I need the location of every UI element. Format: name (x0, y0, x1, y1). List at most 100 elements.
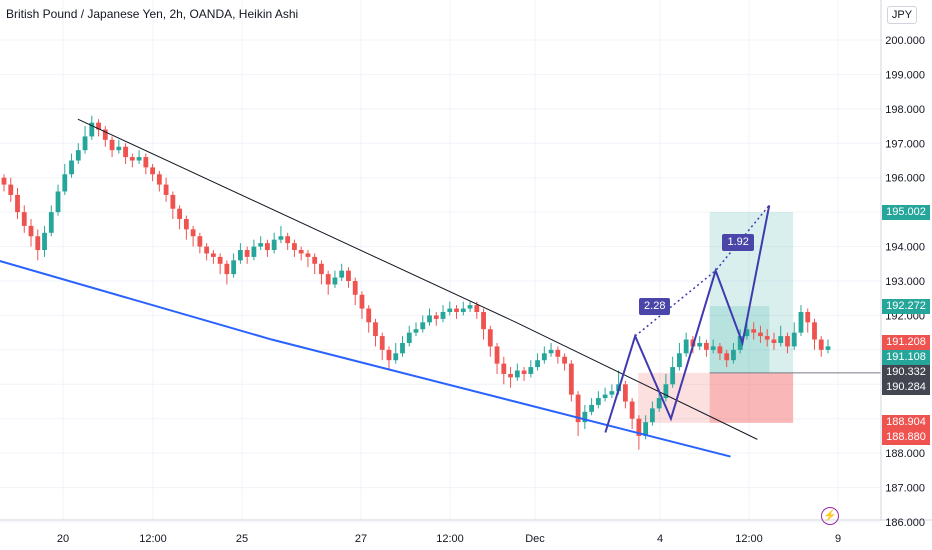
candle-body (55, 191, 61, 213)
candle-body (156, 174, 162, 185)
price-tick-label: 186.000 (885, 517, 925, 529)
candle-body (751, 329, 757, 333)
candle-body (710, 346, 716, 350)
price-tick-label: 199.000 (885, 69, 925, 81)
candle-body (758, 332, 763, 337)
candle-body (237, 250, 243, 261)
candle-body (298, 250, 304, 254)
candle-body (704, 342, 709, 350)
candle-body (170, 194, 176, 209)
candle-body (677, 353, 682, 368)
candle-body (129, 157, 135, 161)
candle-body (467, 305, 473, 309)
candle-body (346, 270, 351, 281)
time-tick-label: Dec (525, 533, 545, 545)
currency-button[interactable]: JPY (887, 6, 917, 24)
candle-body (487, 329, 493, 347)
candle-body (582, 411, 588, 423)
candle-body (555, 349, 561, 357)
candle-body (109, 139, 115, 151)
candle-body (251, 246, 257, 257)
candle-body (656, 398, 662, 409)
price-axis-tag: 190.284 (882, 380, 930, 396)
lightning-icon[interactable]: ⚡ (821, 507, 839, 525)
candle-body (89, 122, 95, 137)
candle-body (359, 294, 365, 309)
candle-body (737, 336, 743, 350)
price-axis-tag: 188.880 (882, 429, 930, 445)
candle-body (82, 136, 88, 151)
price-axis-tag: 192.272 (882, 298, 930, 314)
lower-channel-line (0, 260, 731, 458)
candle-body (292, 243, 297, 251)
candle-body (75, 150, 81, 161)
candle-body (602, 394, 608, 399)
stop-loss-zone-active (709, 372, 794, 423)
candle-body (42, 232, 47, 251)
candle-body (433, 315, 439, 319)
candle-body (420, 322, 426, 330)
candle-body (548, 349, 554, 354)
candle-body (825, 346, 831, 350)
candle-body (373, 322, 378, 337)
candle-body (427, 315, 432, 323)
candle-body (670, 367, 676, 385)
candle-body (325, 274, 331, 285)
candle-body (575, 394, 581, 423)
candle-body (278, 236, 284, 240)
candle-body (332, 277, 338, 285)
candle-body (183, 219, 189, 230)
candle-body (48, 212, 54, 233)
candle-body (744, 329, 750, 337)
candle-body (136, 157, 142, 161)
candle-body (521, 370, 527, 374)
candle-body (785, 336, 790, 347)
candle-body (197, 236, 203, 247)
candle-body (15, 194, 20, 213)
candle-body (8, 184, 14, 195)
candle-body (683, 339, 689, 354)
time-tick-label: 12:00 (139, 533, 167, 545)
candle-body (102, 129, 108, 140)
candlesticks (1, 115, 831, 450)
candle-body (494, 346, 500, 364)
candle-body (224, 263, 230, 275)
candle-body (609, 391, 615, 395)
candle-body (339, 270, 345, 278)
price-tick-label: 200.000 (885, 35, 925, 47)
time-axis[interactable]: 20 12:00 25 27 12:00 Dec 4 12:00 9 (57, 533, 841, 545)
candle-body (150, 167, 155, 175)
price-axis-tag: 191.108 (882, 350, 930, 366)
candle-body (731, 349, 736, 361)
candle-body (595, 398, 601, 405)
price-tick-label: 198.000 (885, 104, 925, 116)
candle-body (663, 384, 669, 399)
candle-body (528, 367, 534, 374)
candle-body (143, 157, 149, 168)
candle-body (636, 418, 642, 436)
price-tick-label: 193.000 (885, 276, 925, 288)
time-tick-label: 25 (236, 533, 248, 545)
candle-body (535, 360, 540, 368)
candle-body (28, 225, 34, 237)
candle-body (21, 212, 27, 226)
candle-body (393, 353, 399, 361)
candle-body (589, 404, 595, 412)
candle-body (1, 177, 7, 185)
time-tick-label: 12:00 (436, 533, 464, 545)
candle-body (440, 311, 446, 319)
candle-body (352, 281, 358, 295)
candle-body (271, 239, 277, 251)
candle-body (258, 243, 264, 247)
time-tick-label: 12:00 (735, 533, 763, 545)
candle-body (649, 408, 655, 423)
candle-body (508, 373, 513, 378)
pattern-ratio-label: 2.28 (639, 297, 671, 315)
price-axis[interactable]: 200.000199.000198.000197.000196.000195.0… (885, 35, 925, 529)
candle-body (764, 336, 770, 340)
candle-body (717, 346, 723, 354)
candle-body (697, 342, 703, 347)
pattern-zigzag-line (604, 205, 771, 433)
candle-body (474, 305, 480, 312)
